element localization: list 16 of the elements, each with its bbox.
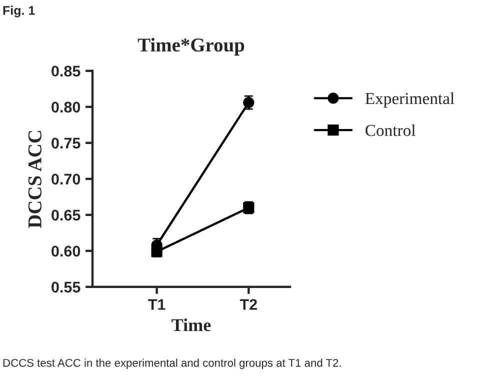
legend-label: Control (366, 124, 416, 136)
chart-title: Time*Group (138, 38, 244, 56)
x-axis-title: Time (172, 318, 211, 332)
legend-label: Experimental (365, 92, 454, 108)
y-tick-label: 0.65 (52, 210, 80, 221)
x-tick-label: T1 (148, 299, 166, 310)
y-tick-label: 0.55 (52, 282, 80, 293)
y-tick-label: 0.80 (52, 102, 80, 113)
y-tick-label: 0.75 (52, 138, 80, 149)
x-tick-label: T2 (240, 299, 257, 310)
y-axis-title: DCCS ACC (28, 130, 42, 228)
y-tick-label: 0.70 (52, 174, 80, 185)
text: DCCS test ACC in the experimental and control groups at T1 and T2. (3, 358, 341, 370)
caption: Fig. 1 (3, 6, 35, 18)
y-tick-label: 0.60 (52, 246, 80, 257)
y-tick-label: 0.85 (52, 66, 80, 77)
